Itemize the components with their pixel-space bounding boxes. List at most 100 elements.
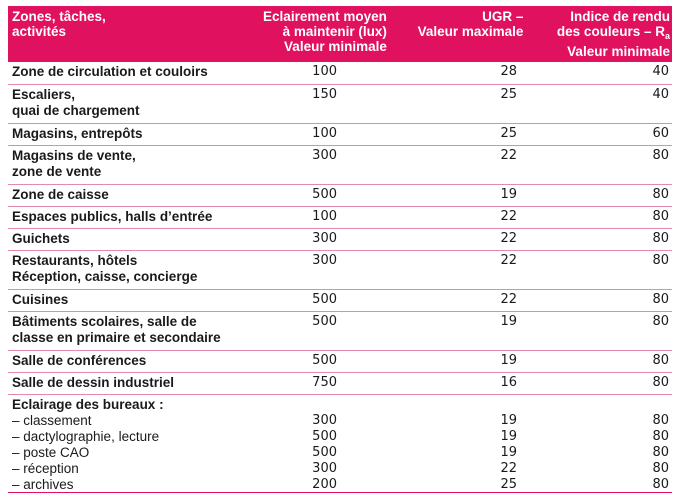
row-lux-value: 500 [312, 353, 337, 368]
row-ugr-value: 19 [500, 353, 517, 368]
row-ra-value: 80 [652, 253, 669, 268]
row-label-line: Salle de dessin industriel [12, 375, 175, 390]
offices-item-label: – réception [12, 461, 79, 476]
table-row: Magasins, entrepôts 100 25 60 [8, 123, 672, 145]
row-label-line: Cuisines [12, 292, 69, 307]
row-label-line: Guichets [12, 231, 70, 246]
row-lux-value: 300 [312, 148, 337, 163]
row-ra-value: 60 [652, 126, 669, 141]
header-lux-line1: Eclairement moyen [263, 9, 387, 24]
row-ra-value: 80 [652, 187, 669, 202]
offices-item-ra: 80 [652, 477, 669, 492]
header-lux-line3: Valeur minimale [284, 39, 387, 54]
table-row: Zone de caisse 500 19 80 [8, 184, 672, 206]
row-ugr-value: 19 [500, 187, 517, 202]
offices-ra-values: 80 80 80 80 80 [517, 397, 669, 497]
offices-item-ugr: 19 [500, 445, 517, 460]
offices-item-ugr: 22 [500, 461, 517, 476]
header-lux: Eclairement moyen à maintenir (lux) Vale… [247, 6, 387, 62]
offices-item-lux: 300 [312, 413, 337, 428]
offices-item-label: – dactylographie, lecture [12, 429, 160, 444]
header-ra-line1: Indice de rendu [570, 9, 670, 24]
offices-item-lux: 500 [312, 429, 337, 444]
row-lux-value: 100 [312, 209, 337, 224]
row-label-line: quai de chargement [12, 103, 140, 118]
row-ra-value: 80 [652, 292, 669, 307]
row-label-line: Escaliers, [12, 87, 76, 102]
row-label: Magasins de vente, zone de vente [8, 148, 248, 184]
row-label-line: Espaces publics, halls d’entrée [12, 209, 213, 224]
header-ra-line2-text: des couleurs – R [556, 24, 665, 39]
row-ugr-value: 22 [500, 292, 517, 307]
spacer [248, 397, 337, 413]
table-row: Guichets 300 22 80 [8, 228, 672, 250]
table-row: Zone de circulation et couloirs 100 28 40 [8, 62, 672, 84]
row-ugr-value: 22 [500, 253, 517, 268]
offices-item-label: – archives [12, 477, 74, 492]
row-label: Bâtiments scolaires, salle de classe en p… [8, 314, 248, 350]
header-zones-line1: Zones, tâches, [12, 9, 106, 24]
table-row: Bâtiments scolaires, salle de classe en p… [8, 311, 672, 350]
row-label: Escaliers, quai de chargement [8, 87, 248, 123]
row-label: Cuisines [8, 292, 248, 311]
offices-item-ra: 80 [652, 429, 669, 444]
row-label: Magasins, entrepôts [8, 126, 248, 145]
spacer [337, 397, 517, 413]
row-label-line: zone de vente [12, 164, 102, 179]
row-lux-value: 500 [312, 292, 337, 307]
offices-lux-values: 300 500 500 300 200 [248, 397, 337, 497]
row-ra-value: 40 [652, 87, 669, 102]
header-zones: Zones, tâches, activités [8, 6, 247, 62]
offices-item-ugr: 25 [500, 477, 517, 492]
table-row: Espaces publics, halls d’entrée 100 22 80 [8, 206, 672, 228]
row-label-line: Zone de circulation et couloirs [12, 64, 208, 79]
row-label: Zone de circulation et couloirs [8, 64, 248, 84]
row-lux-value: 100 [312, 126, 337, 141]
row-ugr-value: 22 [500, 148, 517, 163]
row-label: Zone de caisse [8, 187, 248, 206]
row-ra-value: 80 [652, 231, 669, 246]
row-lux-value: 150 [312, 87, 337, 102]
row-lux-value: 500 [312, 314, 337, 329]
row-label: Salle de dessin industriel [8, 375, 248, 394]
header-ra: Indice de rendu des couleurs – Ra Valeur… [523, 6, 672, 62]
row-lux-value: 500 [312, 187, 337, 202]
offices-item-ra: 80 [652, 445, 669, 460]
offices-item-ugr: 19 [500, 429, 517, 444]
row-label-line: Restaurants, hôtels [12, 253, 138, 268]
row-label-line: Salle de conférences [12, 353, 147, 368]
row-label: Restaurants, hôtels Réception, caisse, co… [8, 253, 248, 289]
row-label-line: Bâtiments scolaires, salle de [12, 314, 197, 329]
row-label-line: Zone de caisse [12, 187, 109, 202]
row-label: Espaces publics, halls d’entrée [8, 209, 248, 228]
offices-item-ugr: 19 [500, 413, 517, 428]
row-ugr-value: 16 [500, 375, 517, 390]
row-ra-value: 80 [652, 209, 669, 224]
row-ugr-value: 22 [500, 209, 517, 224]
row-ugr-value: 25 [500, 87, 517, 102]
row-lux-value: 750 [312, 375, 337, 390]
row-label-line: Magasins de vente, [12, 148, 136, 163]
offices-item-ra: 80 [652, 413, 669, 428]
header-ugr: UGR – Valeur maximale [387, 6, 524, 62]
offices-item-label: – classement [12, 413, 92, 428]
lighting-requirements-table: Zones, tâches, activités Eclairement moy… [8, 6, 672, 497]
table-row: Magasins de vente, zone de vente 300 22 80 [8, 145, 672, 184]
row-label: Guichets [8, 231, 248, 250]
row-ugr-value: 22 [500, 231, 517, 246]
header-ra-line3: Valeur minimale [567, 44, 670, 59]
row-label: Salle de conférences [8, 353, 248, 372]
table-row: Restaurants, hôtels Réception, caisse, co… [8, 250, 672, 289]
offices-item-label: – poste CAO [12, 445, 90, 460]
row-lux-value: 300 [312, 231, 337, 246]
offices-item-lux: 200 [312, 477, 337, 492]
row-lux-value: 300 [312, 253, 337, 268]
spacer [517, 397, 669, 413]
offices-item-ra: 80 [652, 461, 669, 476]
row-lux-value: 100 [312, 64, 337, 79]
header-ra-line2: des couleurs – Ra [523, 24, 670, 44]
table-row: Cuisines 500 22 80 [8, 289, 672, 311]
row-label-line: classe en primaire et secondaire [12, 330, 221, 345]
table-body: Zone de circulation et couloirs 100 28 40 Es… [8, 62, 672, 497]
table-row: Escaliers, quai de chargement 150 25 40 [8, 84, 672, 123]
